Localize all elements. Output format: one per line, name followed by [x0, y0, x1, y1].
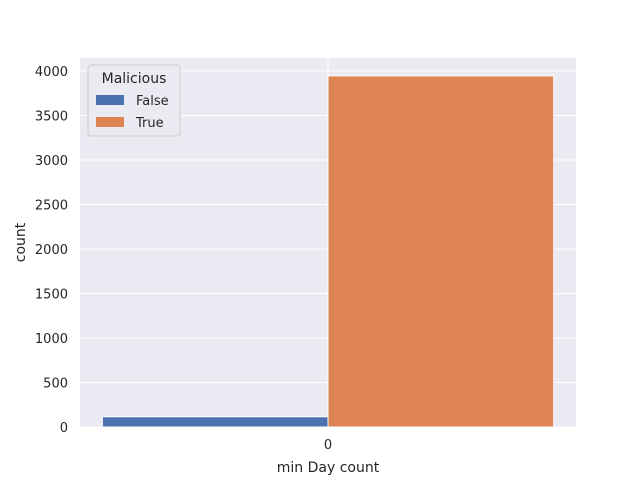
y-axis-label: count: [13, 222, 29, 262]
bar-false: [101, 416, 329, 428]
tick-labels: 0 500 1000 1500 2000 2500 3000 3500 4000 0: [35, 65, 332, 453]
y-tick-label: 500: [43, 377, 68, 392]
y-tick-label: 0: [60, 421, 68, 436]
legend-label-false: False: [136, 94, 169, 109]
bars: [101, 75, 555, 428]
legend-title: Malicious: [102, 71, 167, 87]
x-tick-label: 0: [324, 438, 332, 453]
y-tick-label: 2500: [35, 199, 68, 214]
legend: Malicious False True: [87, 64, 181, 137]
y-tick-label: 1500: [35, 288, 68, 303]
y-tick-label: 4000: [35, 65, 68, 80]
y-tick-label: 3500: [35, 110, 68, 125]
legend-label-true: True: [135, 116, 164, 131]
y-tick-label: 3000: [35, 154, 68, 169]
bar-true: [327, 75, 555, 428]
x-axis-label: min Day count: [277, 460, 380, 476]
legend-swatch-false: [96, 95, 124, 105]
y-tick-label: 1000: [35, 332, 68, 347]
y-tick-label: 2000: [35, 243, 68, 258]
legend-swatch-true: [96, 117, 124, 127]
